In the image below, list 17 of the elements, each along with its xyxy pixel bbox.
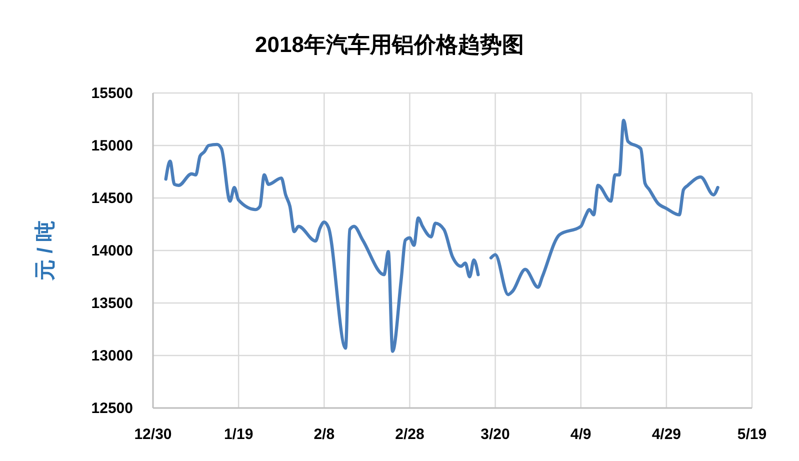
x-tick-label: 4/9 (570, 426, 592, 443)
y-tick-label: 13000 (91, 348, 133, 364)
y-tick-label: 12500 (91, 400, 133, 417)
x-tick-label: 5/19 (737, 426, 767, 443)
y-tick-label: 14000 (91, 242, 133, 260)
y-tick-label: 14500 (91, 190, 133, 207)
y-axis-title: 元 / 吨 (34, 220, 57, 282)
x-tick-label: 2/28 (395, 426, 424, 443)
x-tick-label: 2/8 (314, 426, 335, 443)
x-tick-label: 4/29 (652, 426, 682, 443)
x-tick-label: 3/20 (480, 426, 510, 443)
x-tick-label: 12/30 (134, 426, 172, 443)
chart-title: 2018年汽车用铝价格趋势图 (255, 32, 524, 57)
y-tick-label: 15000 (91, 138, 133, 154)
y-tick-label: 15500 (91, 85, 133, 102)
y-tick-label: 13500 (91, 295, 133, 312)
x-tick-label: 1/19 (224, 426, 254, 443)
